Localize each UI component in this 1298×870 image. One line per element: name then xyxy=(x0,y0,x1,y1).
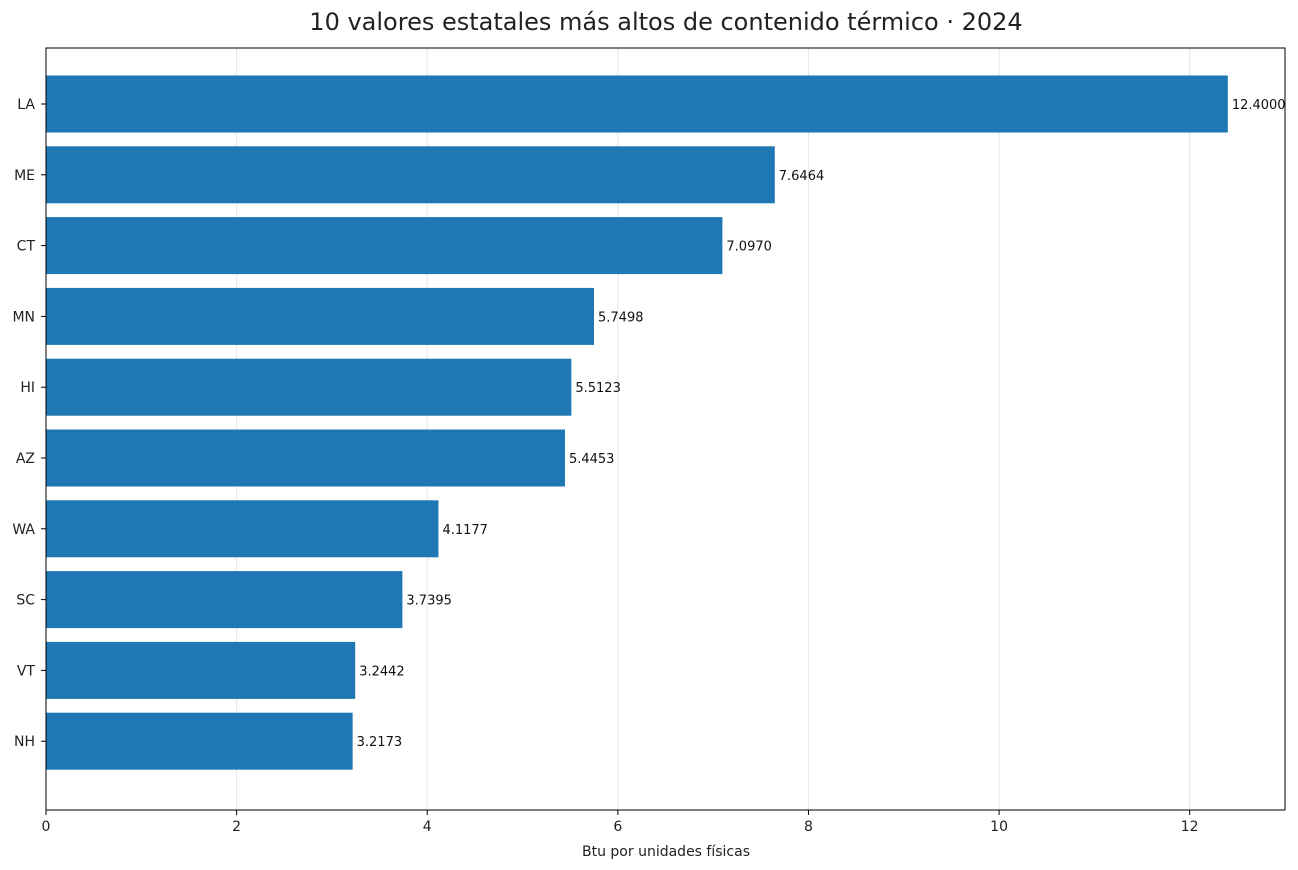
y-tick-label: WA xyxy=(12,522,35,538)
data-label: 12.4000 xyxy=(1232,98,1286,113)
data-label: 3.2173 xyxy=(357,735,403,750)
data-label: 5.7498 xyxy=(598,310,644,325)
data-label: 5.5123 xyxy=(575,381,621,396)
data-label: 3.2442 xyxy=(359,664,405,679)
axes: 0 2 4 6 8 10 12 LA ME CT MN HI AZ WA SC VT NH xyxy=(12,97,1198,835)
y-tick-label: AZ xyxy=(16,451,35,467)
x-tick-label: 12 xyxy=(1181,819,1199,835)
plot-frame xyxy=(45,47,1286,811)
bar-vt xyxy=(46,641,356,699)
x-tick-label: 4 xyxy=(423,819,432,835)
y-tick-label: SC xyxy=(16,593,35,609)
y-tick-label: MN xyxy=(12,309,35,325)
bar-hi xyxy=(46,358,572,416)
y-tick-label: LA xyxy=(17,97,35,113)
bar-az xyxy=(46,429,565,487)
x-tick-label: 10 xyxy=(990,819,1008,835)
data-label: 4.1177 xyxy=(442,523,488,538)
bar-sc xyxy=(46,571,403,629)
y-tick-label: CT xyxy=(17,239,36,255)
bar-nh xyxy=(46,712,353,770)
bar-mn xyxy=(46,287,595,345)
y-tick-label: HI xyxy=(20,380,35,396)
data-label: 3.7395 xyxy=(406,594,452,609)
x-tick-label: 8 xyxy=(804,819,813,835)
x-tick-label: 0 xyxy=(42,819,51,835)
bar-la xyxy=(46,75,1228,133)
data-label: 7.6464 xyxy=(779,169,825,184)
data-label: 5.4453 xyxy=(569,452,615,467)
x-axis-label: Btu por unidades físicas xyxy=(582,844,750,860)
x-tick-label: 6 xyxy=(613,819,622,835)
y-tick-label: ME xyxy=(14,168,35,184)
y-tick-label: VT xyxy=(17,663,36,679)
x-tick-label: 2 xyxy=(232,819,241,835)
data-label: 7.0970 xyxy=(726,240,772,255)
bar-wa xyxy=(46,500,439,558)
bar-ct xyxy=(46,217,723,275)
bars: 12.4000 7.6464 7.0970 5.7498 5.5123 5.4453 4.1… xyxy=(46,75,1286,770)
bar-me xyxy=(46,146,775,204)
chart-title: 10 valores estatales más altos de conten… xyxy=(309,8,1022,36)
y-tick-label: NH xyxy=(14,734,35,750)
